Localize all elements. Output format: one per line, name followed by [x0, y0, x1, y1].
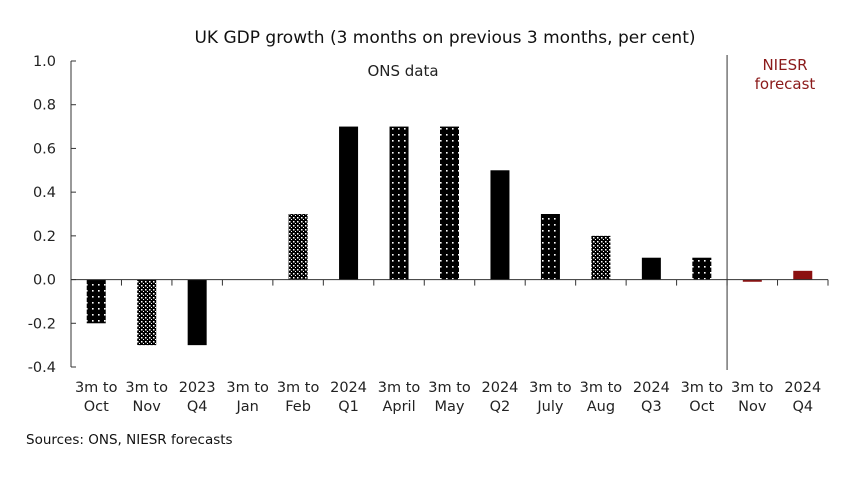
- x-tick-label: 3m to: [277, 380, 320, 396]
- x-axis: 3m to Oct 3m to Nov 2023 Q4 3m to Jan 3m to Feb 20…: [71, 279, 829, 415]
- bar-12: [692, 257, 712, 280]
- bar-6: [389, 126, 409, 280]
- bar-7: [440, 126, 459, 280]
- bar-2: [187, 279, 207, 346]
- bar-8: [490, 170, 510, 280]
- chart-title: UK GDP growth (3 months on previous 3 mo…: [194, 28, 695, 48]
- x-tick-label: 3m to: [731, 380, 774, 396]
- x-tick-label: Jan: [235, 399, 258, 415]
- x-tick-label: Q4: [792, 399, 813, 415]
- y-tick-label: 0.6: [33, 141, 56, 157]
- bar-1: [137, 279, 157, 346]
- y-tick-label: 0.2: [33, 229, 56, 245]
- y-tick-label: 1.0: [33, 54, 56, 70]
- source-note: Sources: ONS, NIESR forecasts: [26, 432, 233, 448]
- niesr-forecast-label-line1: NIESR: [762, 56, 807, 74]
- x-tick-label: 3m to: [681, 380, 724, 396]
- x-tick-label: Oct: [84, 399, 109, 415]
- niesr-forecast-label-line2: forecast: [755, 75, 816, 93]
- x-tick-label: 3m to: [125, 380, 168, 396]
- bar-13: [742, 279, 762, 282]
- x-tick-label: Aug: [587, 399, 615, 415]
- y-tick-label: -0.4: [28, 360, 56, 376]
- y-tick-label: 0.0: [33, 273, 56, 289]
- x-tick-label: 3m to: [378, 380, 421, 396]
- bar-9: [540, 214, 560, 280]
- x-tick-label: Q2: [490, 399, 511, 415]
- bar-14: [793, 270, 813, 280]
- x-tick-label: 3m to: [75, 380, 118, 396]
- bar-11: [641, 257, 661, 280]
- y-tick-label: -0.2: [28, 316, 56, 332]
- x-tick-label: 3m to: [529, 380, 572, 396]
- x-tick-label: Q3: [641, 399, 662, 415]
- ons-data-label: ONS data: [367, 62, 438, 80]
- x-tick-label: Oct: [689, 399, 714, 415]
- bar-10: [591, 235, 611, 280]
- x-tick-label: April: [382, 399, 415, 415]
- bar-5: [339, 126, 359, 280]
- bar-4: [288, 214, 308, 280]
- y-tick-label: 0.4: [33, 185, 56, 201]
- x-tick-label: 2024: [633, 380, 670, 396]
- x-tick-label: Nov: [133, 399, 162, 415]
- x-tick-label: 3m to: [226, 380, 269, 396]
- x-tick-label: 2024: [482, 380, 519, 396]
- x-tick-label: 2024: [330, 380, 367, 396]
- x-tick-label: 3m to: [428, 380, 471, 396]
- x-tick-label: May: [435, 399, 465, 415]
- x-tick-label: Q4: [187, 399, 208, 415]
- y-axis: 1.0 0.8 0.6 0.4 0.2 0.0 -0.2 -0.4: [28, 54, 76, 376]
- x-tick-label: 2024: [784, 380, 821, 396]
- bar-0: [86, 279, 106, 324]
- x-tick-label: Nov: [738, 399, 767, 415]
- x-tick-label: Q1: [338, 399, 359, 415]
- y-tick-label: 0.8: [33, 98, 56, 114]
- bars-group: [86, 126, 813, 346]
- x-tick-label: 2023: [179, 380, 216, 396]
- x-tick-label: Feb: [285, 399, 311, 415]
- x-tick-label: July: [536, 399, 563, 415]
- x-tick-label: 3m to: [580, 380, 623, 396]
